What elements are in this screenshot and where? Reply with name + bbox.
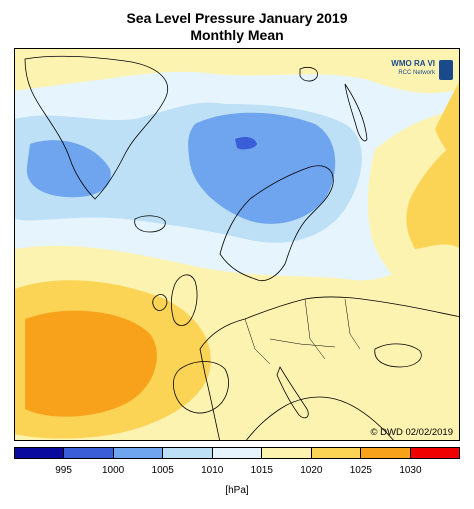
colorbar-tick-label: 1030 (399, 465, 422, 476)
pressure-field (15, 49, 459, 440)
colorbar-tick-label: 1020 (300, 465, 323, 476)
high-pressure-core (25, 310, 157, 417)
isobar-band-north (15, 49, 459, 94)
colorbar-segment (15, 448, 65, 458)
copyright-notice: © DWD 02/02/2019 (370, 427, 453, 438)
colorbar-segment (64, 448, 114, 458)
map-title: Sea Level Pressure January 2019 (126, 10, 348, 26)
colorbar-tick-label: 1005 (151, 465, 174, 476)
pressure-map: WMO RA VI RCC Network © DWD 02/02/2019 (14, 48, 460, 441)
low-core (235, 136, 257, 150)
ireland-coastline (152, 294, 168, 311)
logo-subtitle: RCC Network (398, 70, 435, 76)
colorbar-segment (311, 448, 362, 458)
colorbar-segment (410, 448, 459, 458)
colorbar-unit: [hPa] (225, 485, 249, 496)
colorbar-segment (212, 448, 263, 458)
black-sea-coastline (374, 343, 422, 368)
low-greenland (26, 140, 111, 198)
scandinavia-coastline (219, 165, 334, 281)
greenland-coastline (24, 55, 168, 200)
colorbar-segment (163, 448, 213, 458)
colorbar-segment (361, 448, 411, 458)
colorbar-tick-label: 995 (55, 465, 72, 476)
logo-name: WMO RA VI (391, 59, 435, 68)
map-subtitle: Monthly Mean (190, 27, 284, 43)
country-borders (244, 298, 361, 365)
colorbar-segment (262, 448, 312, 458)
iceland-coastline (134, 215, 166, 233)
colorbar-tick-label: 1010 (201, 465, 224, 476)
wmo-emblem-icon (439, 60, 453, 80)
italy-coastline (276, 366, 309, 419)
europe-coastline (199, 296, 459, 440)
wmo-logo: WMO RA VI RCC Network (383, 58, 453, 84)
iberia-coastline (173, 361, 229, 414)
colorbar-segment (113, 448, 164, 458)
colorbar-tick-label: 1015 (250, 465, 273, 476)
low-norwegian-sea (188, 112, 336, 224)
colorbar (14, 447, 460, 459)
britain-coastline (170, 274, 198, 326)
colorbar-tick-label: 1000 (101, 465, 125, 476)
colorbar-tick-label: 1025 (349, 465, 372, 476)
colorbar-ticks: 995 1000 1005 1010 1015 1020 1025 1030 (14, 465, 460, 479)
